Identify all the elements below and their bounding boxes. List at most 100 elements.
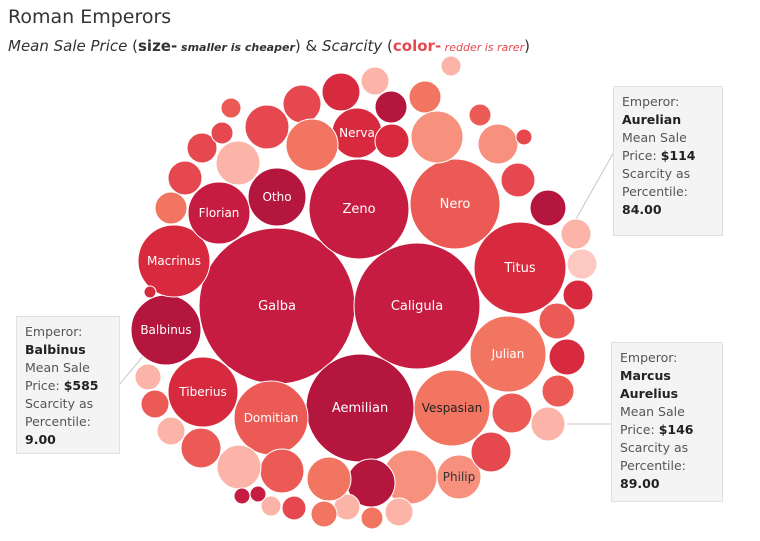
bubble-label-domitian: Domitian <box>244 411 299 425</box>
bubble-55 <box>360 66 390 96</box>
subtitle-size-measure: Mean Sale Price <box>8 37 128 55</box>
bubble-label-tiberius: Tiberius <box>178 385 226 399</box>
bubble-29 <box>384 497 414 527</box>
bubble-43 <box>134 363 162 391</box>
bubble-vespasian <box>413 369 491 447</box>
bubble-58 <box>408 80 442 114</box>
bubble-25 <box>491 392 533 434</box>
tooltip-price-row: Price: $585 <box>25 378 99 393</box>
bubble-label-nerva: Nerva <box>339 126 375 140</box>
tooltip-label-emperor: Emperor: <box>620 350 678 365</box>
bubble-48 <box>210 121 234 145</box>
tooltip-percentile: 89.00 <box>620 476 660 491</box>
bubble-63 <box>500 162 536 198</box>
chart-title: Roman Emperors <box>8 6 172 28</box>
bubble-20 <box>562 279 594 311</box>
tooltip-price-row: Price: $114 <box>622 148 696 163</box>
subtitle-color-measure: Scarcity <box>321 37 383 55</box>
bubble-42 <box>140 389 170 419</box>
bubble-61 <box>468 103 492 127</box>
bubble-24 <box>530 406 566 442</box>
bubble-label-vespasian: Vespasian <box>422 401 482 415</box>
bubble-49 <box>215 140 261 186</box>
tooltip-label-mean-sale: Mean Sale <box>25 360 90 375</box>
tooltip-marcus-aurelius: Emperor: Marcus Aurelius Mean Sale Price:… <box>611 342 723 502</box>
bubble-julian <box>469 315 547 393</box>
bubble-37 <box>216 444 262 490</box>
bubble-label-aemilian: Aemilian <box>332 401 388 416</box>
bubble-46 <box>167 160 203 196</box>
tooltip-percentile: 9.00 <box>25 432 56 447</box>
bubble-label-philip: Philip <box>443 470 475 484</box>
bubble-44 <box>143 285 157 299</box>
bubble-36 <box>260 495 282 517</box>
bubble-otho <box>247 167 307 227</box>
tooltip-percentile: 84.00 <box>622 202 662 217</box>
bubble-label-florian: Florian <box>199 206 240 220</box>
bubble-26 <box>470 431 512 473</box>
bubble-41 <box>156 416 186 446</box>
bubble-label-caligula: Caligula <box>391 299 443 314</box>
bubble-57 <box>374 123 410 159</box>
bubble-40 <box>180 427 222 469</box>
tooltip-label-emperor: Emperor: <box>622 94 680 109</box>
bubble-38 <box>249 485 267 503</box>
tooltip-emperor-name: Aurelian <box>622 112 682 127</box>
tooltip-balbinus: Emperor: Balbinus Mean Sale Price: $585 … <box>16 316 120 454</box>
tooltip-label-percentile: Percentile: <box>622 184 688 199</box>
bubble-caligula <box>353 242 481 370</box>
tooltip-emperor-name: Marcus Aurelius <box>620 368 679 401</box>
bubble-39 <box>233 487 251 505</box>
tooltip-label-percentile: Percentile: <box>25 414 91 429</box>
subtitle-separator: ) & <box>294 37 322 55</box>
tooltip-label-scarcity: Scarcity as <box>622 166 691 181</box>
bubble-62 <box>477 123 519 165</box>
bubble-32 <box>310 500 338 528</box>
bubble-label-zeno: Zeno <box>342 202 375 217</box>
bubble-54 <box>321 72 361 112</box>
tooltip-label-emperor: Emperor: <box>25 324 83 339</box>
bubble-53 <box>285 118 339 172</box>
bubble-19 <box>566 248 598 280</box>
bubble-17 <box>560 218 592 250</box>
subtitle-open-paren-2: ( <box>382 37 393 55</box>
bubble-label-otho: Otho <box>262 190 291 204</box>
bubble-label-titus: Titus <box>503 261 535 276</box>
tooltip-label-scarcity: Scarcity as <box>620 440 689 455</box>
bubble-label-julian: Julian <box>491 347 525 361</box>
chart-subtitle: Mean Sale Price ( size- smaller is cheape… <box>8 37 530 55</box>
tooltip-label-percentile: Percentile: <box>620 458 686 473</box>
bubble-51 <box>220 97 242 119</box>
bubble-macrinus <box>137 224 211 298</box>
tooltip-label-mean-sale: Mean Sale <box>620 404 685 419</box>
tooltip-aurelian: Emperor: Aurelian Mean Sale Price: $114 … <box>613 86 723 236</box>
bubble-titus <box>473 221 567 315</box>
bubble-30 <box>360 506 384 530</box>
subtitle-color-note: redder is rarer <box>441 41 525 54</box>
bubble-56 <box>374 90 408 124</box>
bubble-label-galba: Galba <box>258 299 296 314</box>
bubble-23 <box>541 374 575 408</box>
tooltip-label-scarcity: Scarcity as <box>25 396 94 411</box>
bubble-50 <box>244 104 290 150</box>
bubble-64 <box>515 128 533 146</box>
tooltip-price-row: Price: $146 <box>620 422 694 437</box>
bubble-label-macrinus: Macrinus <box>147 254 201 268</box>
bubble-18 <box>529 189 567 227</box>
subtitle-size-key: size- <box>138 37 178 55</box>
subtitle-close-paren: ) <box>524 37 530 55</box>
tooltip-emperor-name: Balbinus <box>25 342 86 357</box>
bubble-33 <box>306 456 352 502</box>
bubble-34 <box>281 495 307 521</box>
connector-aurelian <box>575 149 616 220</box>
bubble-florian <box>187 181 251 245</box>
bubble-59 <box>410 110 464 164</box>
bubble-45 <box>154 191 188 225</box>
bubble-label-balbinus: Balbinus <box>140 323 191 337</box>
bubble-nero <box>409 158 501 250</box>
bubble-47 <box>186 132 218 164</box>
subtitle-size-note: smaller is cheaper <box>177 41 295 54</box>
bubble-22 <box>548 338 586 376</box>
subtitle-color-key: color- <box>392 37 442 55</box>
